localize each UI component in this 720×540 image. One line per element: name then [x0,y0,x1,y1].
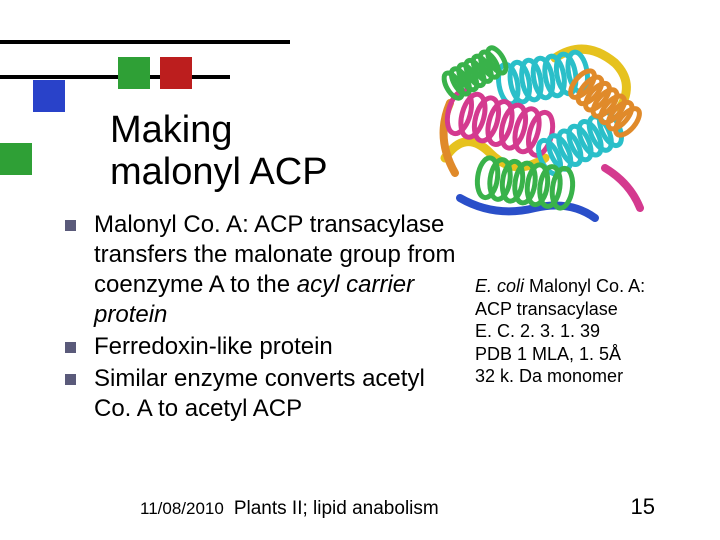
bullet-text: Malonyl Co. A: ACP transacylase transfer… [94,210,465,330]
caption-line5: 32 k. Da monomer [475,366,623,386]
footer-title: Plants II; lipid anabolism [234,498,439,520]
footer-date: 11/08/2010 [140,499,224,519]
caption-organism: E. coli [475,276,529,296]
decor-line-2 [0,75,230,79]
list-item: Malonyl Co. A: ACP transacylase transfer… [65,210,465,330]
decor-line-1 [0,40,290,44]
caption-line3: E. C. 2. 3. 1. 39 [475,321,600,341]
caption-line1b: Malonyl Co. A: [529,276,645,296]
footer-page-number: 15 [631,494,655,520]
caption-line4: PDB 1 MLA, 1. 5Å [475,344,621,364]
slide-title: Making malonyl ACP [110,110,328,194]
caption-line2: ACP transacylase [475,299,618,319]
decor-square [160,57,192,89]
list-item: Similar enzyme converts acetyl Co. A to … [65,364,465,424]
bullet-list: Malonyl Co. A: ACP transacylase transfer… [65,210,465,426]
list-item: Ferredoxin-like protein [65,332,465,362]
title-line-2: malonyl ACP [110,151,328,193]
bullet-text: Ferredoxin-like protein [94,332,333,362]
figure-caption: E. coli Malonyl Co. A: ACP transacylase … [475,275,695,388]
protein-structure-graphic [405,8,680,243]
bullet-icon [65,220,76,231]
decor-square [33,80,65,112]
slide-footer: 11/08/2010 Plants II; lipid anabolism 15 [0,494,720,520]
title-line-1: Making [110,109,233,151]
decor-square [118,57,150,89]
bullet-text: Similar enzyme converts acetyl Co. A to … [94,364,465,424]
bullet-icon [65,374,76,385]
bullet-icon [65,342,76,353]
decor-square [0,143,32,175]
